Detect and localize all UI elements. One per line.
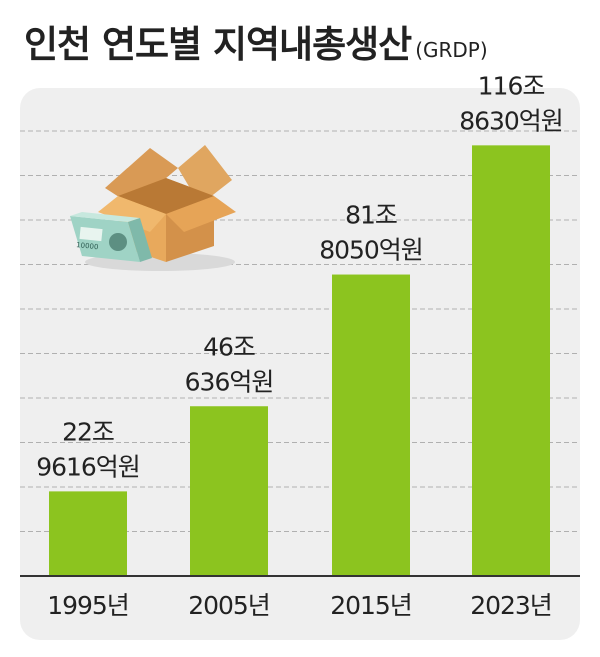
bars bbox=[49, 145, 550, 576]
data-label-2005년-line1: 46조 bbox=[203, 332, 255, 361]
bar-1995년 bbox=[49, 491, 127, 576]
chart-title-main: 인천 연도별 지역내총생산 bbox=[24, 23, 412, 66]
data-label-2015년-line2: 8050억원 bbox=[319, 236, 423, 265]
x-tick-label-2015년: 2015년 bbox=[330, 591, 412, 620]
x-tick-label-2023년: 2023년 bbox=[470, 591, 552, 620]
data-label-1995년-line2: 9616억원 bbox=[36, 452, 140, 481]
svg-text:10000: 10000 bbox=[76, 241, 99, 251]
money-box-icon: 10000 bbox=[70, 145, 236, 271]
bar-2005년 bbox=[190, 406, 268, 576]
data-labels: 22조 9616억원 46조 636억원 81조 8050억원 116조 8630억원 bbox=[36, 71, 564, 481]
data-label-2023년-line1: 116조 bbox=[478, 71, 545, 100]
x-tick-labels: 1995년 2005년 2015년 2023년 bbox=[47, 591, 553, 620]
chart-title-suffix: (GRDP) bbox=[415, 38, 488, 62]
x-tick-label-1995년: 1995년 bbox=[47, 591, 129, 620]
data-label-2005년-line2: 636억원 bbox=[185, 367, 274, 396]
data-label-2015년-line1: 81조 bbox=[345, 201, 397, 230]
bar-2023년 bbox=[472, 145, 550, 576]
bar-2015년 bbox=[332, 274, 410, 576]
data-label-1995년-line1: 22조 bbox=[62, 417, 114, 446]
data-label-2023년-line2: 8630억원 bbox=[459, 106, 563, 135]
x-tick-label-2005년: 2005년 bbox=[188, 591, 270, 620]
chart-title: 인천 연도별 지역내총생산 (GRDP) bbox=[24, 14, 488, 68]
